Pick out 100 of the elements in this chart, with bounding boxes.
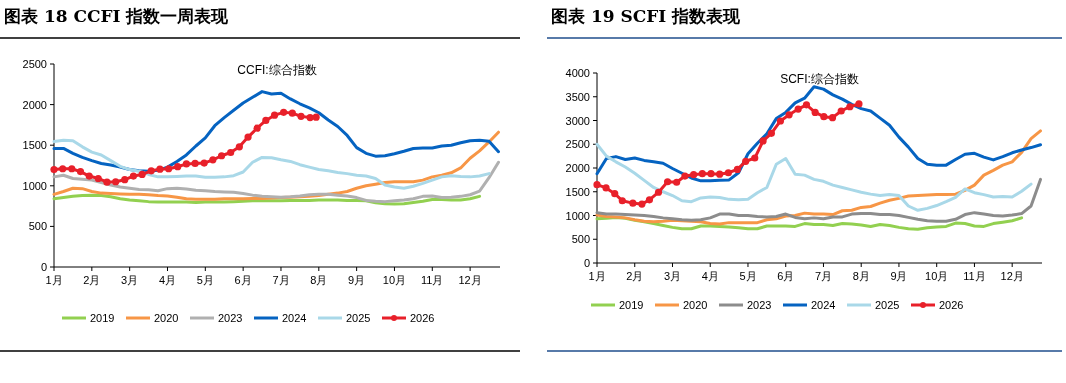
x-tick-label: 10月 <box>382 274 407 286</box>
point <box>227 148 235 157</box>
y-tick-label: 500 <box>28 220 47 233</box>
x-tick-label: 7月 <box>272 274 290 286</box>
line-series <box>52 160 500 204</box>
point <box>837 107 845 115</box>
point <box>759 137 767 145</box>
point <box>235 143 243 151</box>
y-tick-label: 2000 <box>22 98 47 111</box>
x-tick-label: 11月 <box>963 270 986 282</box>
legend-label: 2026 <box>939 299 964 311</box>
x-tick-label: 2月 <box>83 274 101 286</box>
point <box>191 159 199 168</box>
line-series <box>595 215 1024 231</box>
point <box>253 124 261 132</box>
point <box>174 163 182 171</box>
line-series <box>595 85 1042 183</box>
point <box>165 165 173 173</box>
point <box>855 100 863 108</box>
y-tick-label: 2500 <box>565 138 590 151</box>
point <box>147 167 155 175</box>
point <box>602 184 610 192</box>
point <box>811 108 819 117</box>
point <box>654 188 663 196</box>
legend-label: 2020 <box>683 299 708 311</box>
point <box>76 167 85 176</box>
point <box>698 170 706 178</box>
point <box>767 129 775 137</box>
y-tick-label: 2500 <box>22 58 47 70</box>
y-tick-label: 500 <box>571 233 590 246</box>
point <box>742 157 750 165</box>
x-tick-label: 9月 <box>890 270 908 282</box>
legend-label: 2023 <box>747 299 772 311</box>
legend-label: 2026 <box>410 312 435 324</box>
legend-label: 2019 <box>619 299 644 311</box>
point <box>270 111 279 119</box>
x-tick-label: 4月 <box>701 270 719 282</box>
legend-label: 2024 <box>282 312 307 324</box>
y-tick-label: 1500 <box>565 185 590 198</box>
line-series <box>52 138 491 190</box>
point <box>121 176 129 184</box>
point <box>217 152 226 160</box>
x-tick-label: 2月 <box>626 270 644 282</box>
point <box>724 169 732 177</box>
line-series <box>52 193 482 206</box>
point <box>112 178 120 186</box>
y-tick-label: 3500 <box>565 90 590 103</box>
y-tick-label: 1000 <box>565 209 590 222</box>
point <box>94 174 102 183</box>
point <box>244 133 252 141</box>
point <box>802 101 811 109</box>
point <box>681 172 689 180</box>
point <box>618 197 626 205</box>
x-tick-label: 3月 <box>663 270 682 282</box>
point <box>182 160 190 168</box>
point <box>200 159 208 167</box>
line-series <box>595 142 1033 212</box>
point <box>68 165 76 173</box>
x-tick-label: 8月 <box>852 270 870 282</box>
x-tick-label: 10月 <box>925 270 949 282</box>
chart-title: 图表 19 SCFI 指数表现 <box>551 6 742 26</box>
point <box>297 112 305 120</box>
point <box>846 103 854 111</box>
x-tick-label: 11月 <box>421 274 444 286</box>
line-series <box>595 129 1042 226</box>
point <box>663 178 672 186</box>
line-series <box>595 177 1042 223</box>
point <box>707 170 715 178</box>
point <box>776 117 785 125</box>
legend-label: 2019 <box>90 312 115 324</box>
chart-title: 图表 18 CCFI 指数一周表现 <box>4 6 230 26</box>
x-tick-label: 1月 <box>45 274 63 286</box>
point <box>828 114 837 122</box>
point <box>262 116 270 125</box>
point <box>645 196 654 204</box>
x-tick-label: 5月 <box>196 274 214 286</box>
y-tick-label: 4000 <box>565 67 590 79</box>
point <box>129 172 138 180</box>
chart-subtitle: SCFI:综合指数 <box>780 72 859 86</box>
point <box>820 113 828 121</box>
x-tick-label: 3月 <box>121 274 139 286</box>
x-tick-label: 6月 <box>777 270 795 282</box>
x-tick-label: 9月 <box>348 274 366 286</box>
x-tick-label: 1月 <box>588 270 606 282</box>
y-tick-label: 0 <box>40 261 47 273</box>
point <box>50 165 58 174</box>
legend-label: 2023 <box>218 312 243 324</box>
point <box>716 170 724 178</box>
point <box>85 172 93 180</box>
point <box>785 111 793 119</box>
legend-label: 2020 <box>154 312 179 324</box>
y-tick-label: 1500 <box>22 139 47 152</box>
x-tick-label: 12月 <box>458 274 482 286</box>
point <box>156 165 164 173</box>
point <box>209 156 217 164</box>
x-tick-label: 8月 <box>310 274 328 286</box>
point <box>288 109 296 117</box>
point <box>629 199 637 207</box>
x-tick-label: 7月 <box>814 270 833 282</box>
point <box>733 165 742 174</box>
